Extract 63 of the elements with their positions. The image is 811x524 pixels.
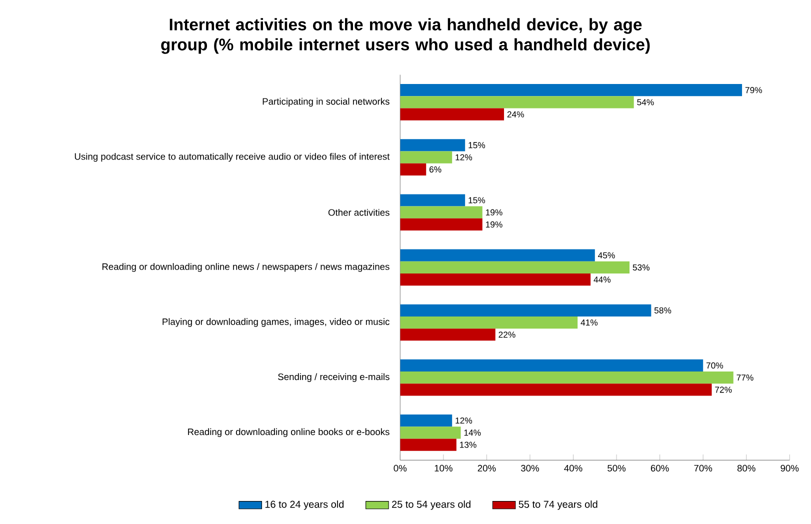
data-label: 77%: [736, 374, 754, 381]
x-tick-label: 10%: [434, 464, 452, 472]
x-tick-label: 90%: [780, 464, 799, 472]
bar: [400, 194, 466, 206]
bar: [400, 139, 466, 152]
x-tick-label: 60%: [650, 464, 669, 472]
data-label: 54%: [637, 99, 654, 106]
bar: [400, 304, 652, 316]
bar: [400, 273, 591, 286]
data-label: 58%: [654, 307, 672, 314]
data-label: 44%: [594, 276, 611, 282]
legend-label: 55 to 74 years old: [518, 500, 598, 510]
bar: [400, 206, 482, 218]
x-tick-label: 20%: [478, 464, 496, 472]
legend-label: 16 to 24 years old: [265, 500, 344, 510]
bar: [400, 371, 734, 384]
x-tick-label: 80%: [737, 464, 756, 472]
data-label: 15%: [468, 197, 486, 204]
bar: [400, 261, 630, 274]
y-tick-label: Using podcast service to automatically receive audio or video files of interest: [74, 152, 390, 162]
bar: [400, 96, 634, 108]
x-tick-label: 70%: [694, 464, 712, 472]
bar: [400, 218, 482, 230]
data-label: 79%: [745, 86, 762, 94]
legend-label: 25 to 54 years old: [392, 500, 470, 510]
data-label: 53%: [632, 264, 650, 270]
x-tick-label: 30%: [521, 464, 539, 472]
data-label: 14%: [464, 430, 481, 436]
bar: [400, 249, 595, 262]
bar: [400, 438, 456, 451]
data-label: 45%: [598, 252, 615, 258]
bar: [400, 384, 712, 396]
y-tick-label: Playing or downloading games, images, video or music: [162, 318, 390, 327]
data-label: 12%: [456, 154, 472, 160]
data-label: 15%: [468, 142, 486, 148]
y-tick-label: Other activities: [328, 208, 390, 216]
bar: [400, 359, 704, 372]
bar: [400, 163, 426, 176]
data-label: 72%: [715, 386, 732, 393]
data-label: 6%: [430, 166, 442, 172]
x-tick-label: 0%: [394, 464, 407, 472]
bar: [400, 84, 742, 96]
data-label: 19%: [486, 209, 502, 216]
x-tick-label: 50%: [608, 464, 626, 472]
y-tick-label: Reading or downloading online books or e-books: [188, 428, 390, 437]
data-label: 13%: [460, 442, 476, 448]
data-label: 41%: [580, 319, 598, 326]
y-tick-label: Reading or downloading online news / newspapers / news magazines: [102, 263, 390, 272]
bar: [400, 316, 578, 328]
bar: [400, 151, 452, 164]
data-label: 24%: [507, 111, 524, 118]
bar: [400, 328, 496, 341]
data-label: 22%: [498, 331, 516, 338]
bar: [400, 108, 504, 120]
chart-title: Internet activities on the move via handheld device, by age group (% mobile internet users who used a handheld device): [161, 18, 650, 54]
y-tick-label: Participating in social networks: [262, 98, 390, 106]
data-label: 19%: [486, 221, 502, 228]
data-label: 12%: [456, 417, 472, 424]
y-tick-label: Sending / receiving e-mails: [278, 373, 390, 382]
data-label: 70%: [706, 362, 724, 368]
bar: [400, 414, 452, 426]
x-tick-label: 40%: [564, 464, 582, 472]
bar: [400, 426, 461, 439]
